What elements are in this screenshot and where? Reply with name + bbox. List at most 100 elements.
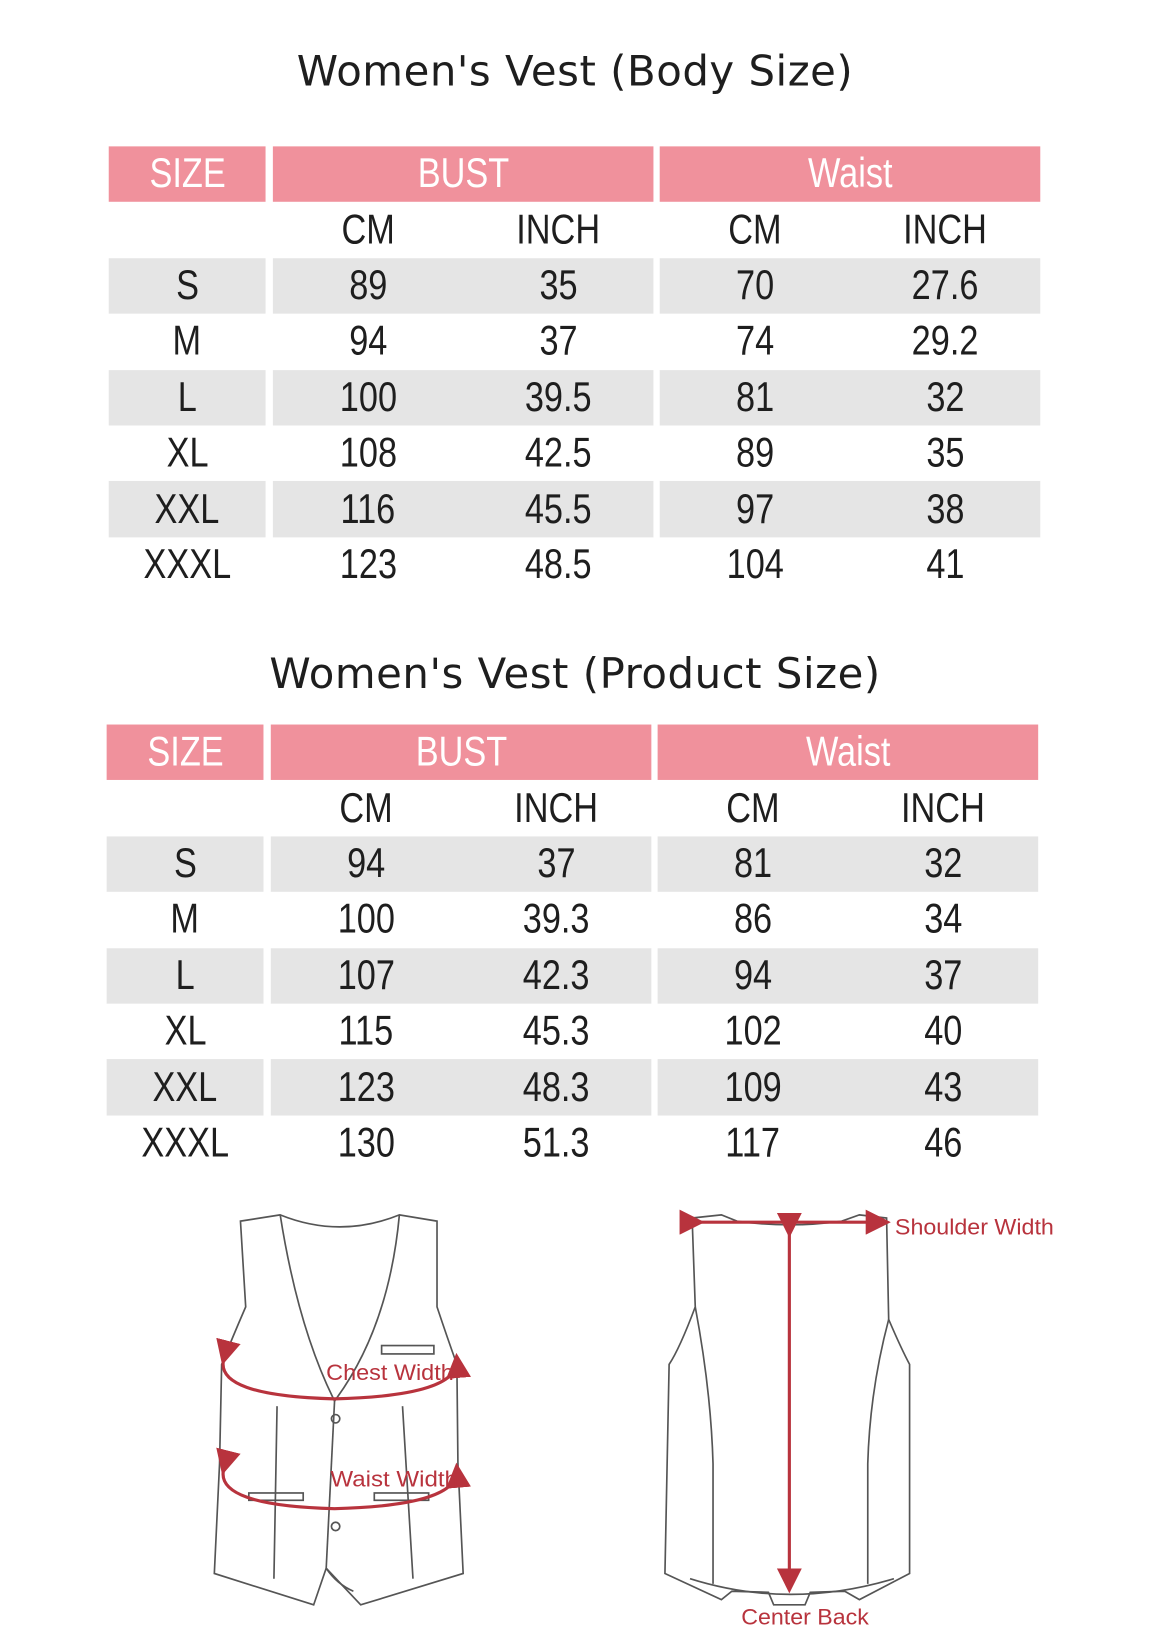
value-cell: 86 — [658, 892, 848, 948]
value-cell-text: 45.5 — [524, 485, 592, 532]
row-stripe — [108, 369, 266, 426]
value-cell: 130 — [271, 1115, 461, 1171]
value-cell: 38 — [850, 481, 1040, 537]
front-vest-illustration — [213, 1214, 465, 1606]
row-stripe — [272, 481, 654, 538]
value-cell: 35 — [463, 258, 653, 314]
value-cell-text: 94 — [346, 840, 386, 887]
row-stripe — [106, 947, 264, 1004]
value-cell-text: 29.2 — [911, 318, 979, 365]
table-row: L 107 42.3 94 37 — [106, 947, 1040, 1004]
value-cell: 39.5 — [463, 370, 653, 426]
value-cell-text: 86 — [733, 896, 772, 943]
unit-label-text: INCH — [514, 784, 599, 831]
size-cell-text: XL — [164, 1008, 207, 1055]
value-cell: 123 — [273, 537, 463, 593]
value-cell: 37 — [848, 948, 1038, 1004]
value-cell-text: 94 — [733, 952, 772, 999]
center-back-label: Center Back — [741, 1605, 869, 1630]
unit-label: CM — [273, 202, 463, 258]
value-cell: 81 — [658, 836, 848, 892]
size-cell-text: XXXL — [141, 1119, 229, 1166]
table-row: S 89 35 70 27.6 — [108, 258, 1042, 314]
unit-label: INCH — [848, 780, 1038, 836]
row-stripe — [659, 369, 1041, 426]
value-cell-text: 38 — [926, 485, 965, 532]
value-cell: 94 — [658, 948, 848, 1004]
unit-label-text: CM — [339, 784, 393, 831]
table-row: XXL 123 48.3 109 43 — [106, 1059, 1040, 1116]
unit-label: CM — [271, 780, 461, 836]
front-measure-lines — [216, 1337, 471, 1511]
value-cell-text: 45.3 — [522, 1008, 590, 1055]
size-cell: XL — [107, 1004, 264, 1060]
size-cell-text: L — [177, 374, 197, 421]
unit-label-text: CM — [726, 784, 780, 831]
value-cell: 48.5 — [463, 537, 653, 593]
value-cell: 46 — [848, 1115, 1038, 1171]
value-cell-text: 70 — [735, 262, 774, 309]
row-stripe — [659, 481, 1041, 538]
unit-label-text: INCH — [903, 206, 988, 253]
value-cell-text: 42.3 — [522, 952, 590, 999]
value-cell-text: 115 — [338, 1008, 394, 1055]
back-measure-lines — [679, 1209, 891, 1594]
value-cell-text: 102 — [724, 1008, 782, 1055]
value-cell: 100 — [273, 370, 463, 426]
size-cell: XXL — [107, 1059, 264, 1115]
header-bust: BUST — [272, 146, 654, 203]
value-cell: 40 — [848, 1004, 1038, 1060]
value-cell-text: 116 — [340, 485, 396, 532]
size-cell: M — [107, 892, 264, 948]
value-cell: 34 — [848, 892, 1038, 948]
table-row: XL 108 42.5 89 35 — [109, 425, 1042, 481]
size-cell: S — [109, 258, 266, 314]
row-stripe — [659, 258, 1041, 314]
unit-label: INCH — [463, 202, 653, 258]
value-cell-text: 34 — [923, 896, 963, 943]
value-cell-text: 123 — [337, 1063, 395, 1110]
header-waist-text: Waist — [807, 150, 893, 197]
value-cell-text: 108 — [339, 429, 397, 476]
product-size-table: SIZE BUST Waist CM INCH CM INCH S 94 37 81 32 M 100 39… — [106, 724, 1040, 1172]
value-cell-text: 32 — [926, 374, 965, 421]
value-cell-text: 41 — [926, 541, 965, 588]
value-cell: 32 — [850, 370, 1040, 426]
unit-label: INCH — [850, 202, 1040, 258]
row-stripe — [272, 369, 654, 426]
unit-label: CM — [658, 780, 848, 836]
value-cell: 51.3 — [461, 1115, 651, 1171]
unit-label-text: INCH — [901, 784, 985, 831]
header-size-text: SIZE — [146, 728, 224, 775]
row-stripe — [270, 836, 652, 892]
value-cell-text: 48.3 — [522, 1063, 590, 1110]
body-size-table: SIZE BUST Waist CM INCH CM INCH S 89 35 70 27.6 M 94 3… — [108, 146, 1042, 593]
table-row: M 94 37 74 29.2 — [109, 314, 1042, 370]
row-stripe — [108, 481, 266, 538]
value-cell-text: 104 — [726, 541, 784, 588]
size-cell: XXL — [109, 481, 266, 537]
row-stripe — [270, 1059, 652, 1116]
value-cell-text: 130 — [337, 1119, 395, 1166]
size-cell-text: L — [175, 952, 195, 999]
table-row: XXXL 130 51.3 117 46 — [107, 1115, 1040, 1171]
shoulder-width-label: Shoulder Width — [895, 1215, 1054, 1240]
value-cell: 89 — [273, 258, 463, 314]
header-size: SIZE — [108, 146, 266, 203]
unit-label: INCH — [461, 780, 651, 836]
value-cell: 39.3 — [461, 892, 651, 948]
size-cell: S — [107, 836, 264, 892]
value-cell-text: 81 — [735, 374, 774, 421]
row-stripe — [106, 1059, 264, 1116]
row-stripe — [657, 947, 1039, 1004]
value-cell-text: 94 — [348, 318, 388, 365]
size-cell-text: XXXL — [143, 541, 231, 588]
value-cell: 100 — [271, 892, 461, 948]
value-cell-text: 35 — [926, 429, 965, 476]
value-cell: 97 — [660, 481, 850, 537]
value-cell-text: 42.5 — [524, 429, 592, 476]
header-waist: Waist — [657, 724, 1039, 781]
size-cell-text: S — [173, 840, 197, 887]
